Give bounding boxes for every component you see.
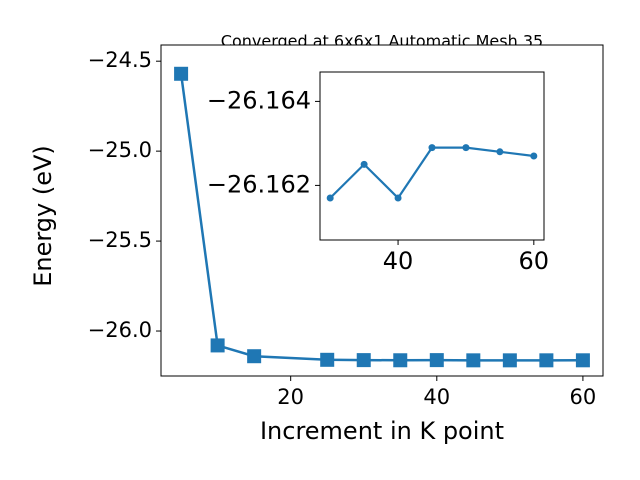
x-tick-label: 60 xyxy=(519,247,550,275)
marker xyxy=(174,66,189,81)
marker xyxy=(496,148,504,156)
marker xyxy=(320,352,335,367)
y-axis-label: Energy (eV) xyxy=(29,145,57,287)
marker xyxy=(502,353,517,368)
marker xyxy=(575,353,590,368)
marker xyxy=(247,349,262,364)
y-tick-label: −26.0 xyxy=(88,318,152,342)
marker xyxy=(429,353,444,368)
y-tick-label: −25.5 xyxy=(88,228,152,252)
y-tick-label: −26.162 xyxy=(207,170,311,198)
marker xyxy=(394,194,402,202)
x-axis-label: Increment in K point xyxy=(260,417,504,445)
marker xyxy=(356,353,371,368)
marker xyxy=(462,144,470,152)
marker xyxy=(530,152,538,160)
y-tick-label: −24.5 xyxy=(88,48,152,72)
marker xyxy=(466,353,481,368)
axes-frame xyxy=(319,71,545,241)
x-tick-label: 60 xyxy=(570,385,597,409)
y-tick-label: −25.0 xyxy=(88,138,152,162)
x-tick-label: 40 xyxy=(423,385,450,409)
x-tick-label: 40 xyxy=(383,247,414,275)
y-tick-label: −26.164 xyxy=(207,86,311,114)
marker xyxy=(539,353,554,368)
marker xyxy=(326,194,334,202)
x-tick-label: 20 xyxy=(277,385,304,409)
marker xyxy=(210,338,225,353)
marker xyxy=(428,144,436,152)
marker xyxy=(393,353,408,368)
marker xyxy=(360,160,368,168)
